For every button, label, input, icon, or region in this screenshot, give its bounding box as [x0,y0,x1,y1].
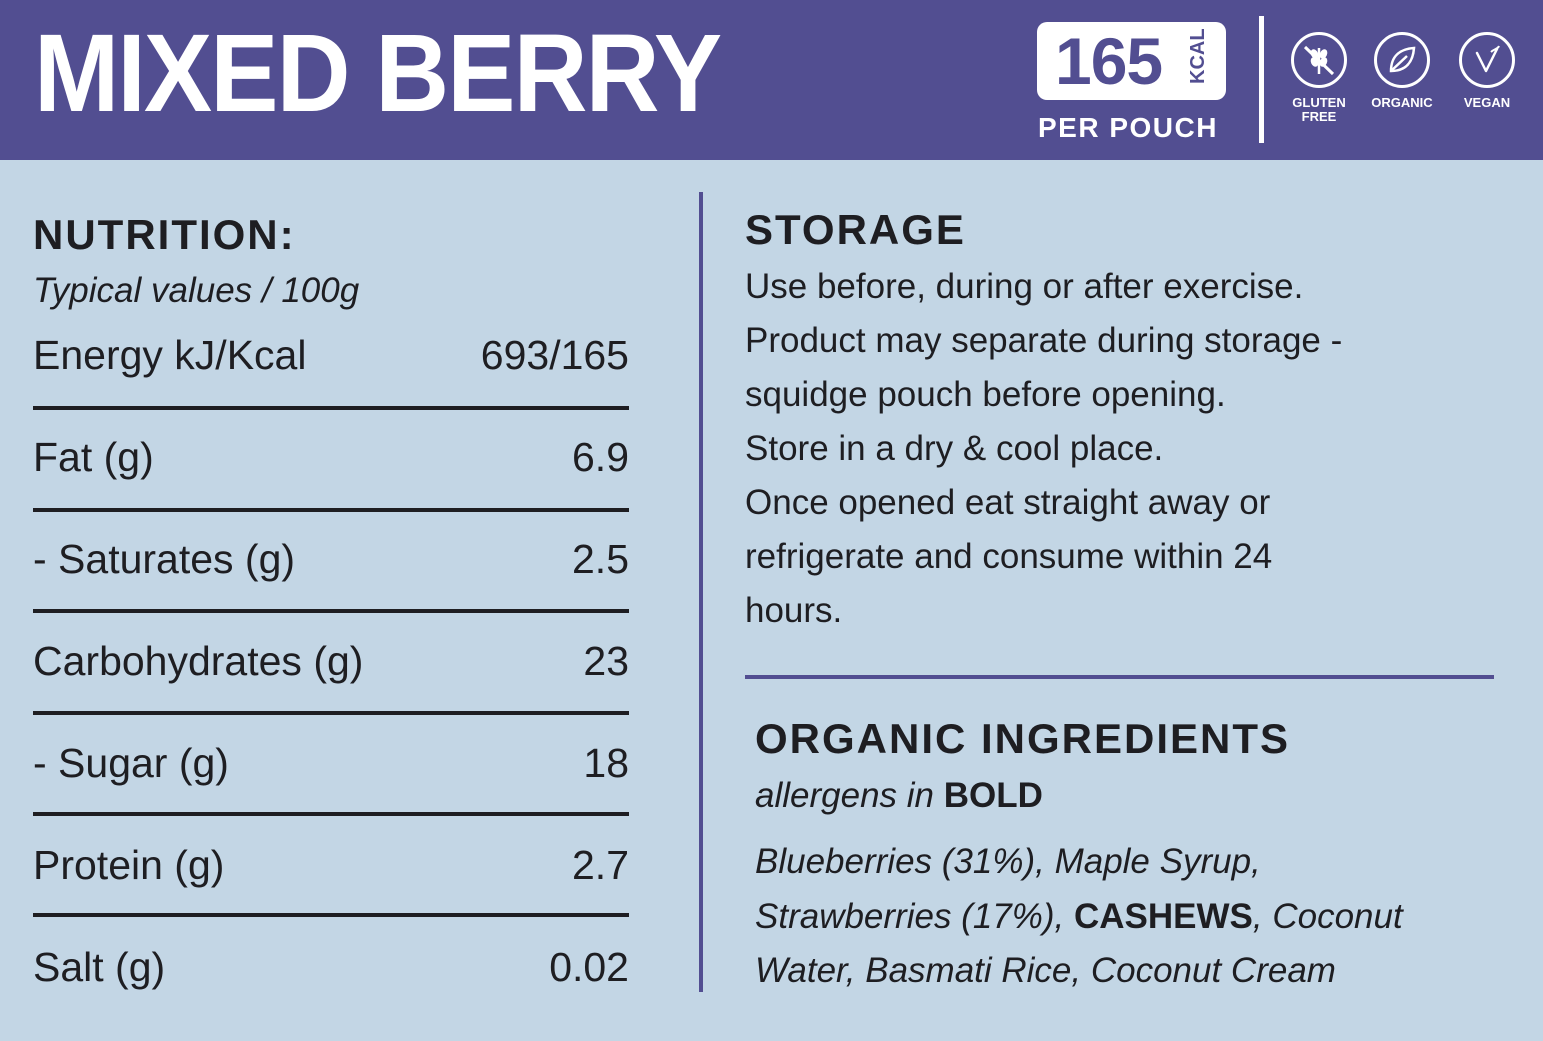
ingredients-text: , Coconut [1252,897,1403,936]
vegan-label: VEGAN [1463,95,1511,110]
calorie-unit: KCAL [1187,28,1209,84]
nutrition-value: 2.5 [572,536,629,582]
ingredients-text: Strawberries (17%), [755,897,1074,936]
organic-label: ORGANIC [1371,95,1433,110]
nutrition-divider [33,508,629,512]
nutrition-label: - Saturates (g) [33,536,296,582]
nutrition-label: - Sugar (g) [33,740,229,786]
ingredients-line: Strawberries (17%), CASHEWS, Coconut [755,896,1403,938]
storage-line: hours. [745,591,843,630]
nutrition-heading: NUTRITION: [33,211,296,258]
header-bar: MIXED BERRY 165 KCAL PER POUCH GLUTEN FR… [0,0,1543,160]
allergens-note-bold: BOLD [943,776,1043,815]
calorie-badge: 165 KCAL [1037,22,1226,100]
nutrition-row-carbohydrates: Carbohydrates (g) 23 [33,636,629,686]
nutrition-row-protein: Protein (g) 2.7 [33,840,629,890]
nutrition-value: 2.7 [572,842,629,888]
nutrition-subheading: Typical values / 100g [33,271,360,310]
storage-line: Store in a dry & cool place. [745,429,1164,468]
product-title: MIXED BERRY [34,12,722,135]
nutrition-label: Carbohydrates (g) [33,638,364,684]
vegan-badge: VEGAN [1442,32,1532,110]
nutrition-row-fat: Fat (g) 6.9 [33,432,629,482]
gluten-free-badge: GLUTEN FREE [1274,32,1364,124]
nutrition-row-sugar: - Sugar (g) 18 [33,738,629,788]
storage-line: Use before, during or after exercise. [745,267,1304,306]
nutrition-label: Protein (g) [33,842,225,888]
nutrition-value: 23 [583,638,629,684]
nutrition-label: Salt (g) [33,944,166,990]
nutrition-divider [33,913,629,917]
nutrition-row-saturates: - Saturates (g) 2.5 [33,534,629,584]
nutrition-divider [33,406,629,410]
allergens-note: allergens in BOLD [755,775,1043,817]
nutrition-value: 6.9 [572,434,629,480]
organic-badge: ORGANIC [1357,32,1447,110]
nutrition-row-salt: Salt (g) 0.02 [33,942,629,992]
allergens-note-text: allergens in [755,776,944,815]
storage-heading: STORAGE [745,206,966,253]
vegan-icon [1459,32,1515,88]
storage-line: Product may separate during storage - [745,321,1343,360]
nutrition-divider [33,711,629,715]
storage-line: squidge pouch before opening. [745,375,1226,414]
panel-divider [699,192,703,992]
calorie-value: 165 [1055,24,1163,98]
nutrition-divider [33,812,629,816]
gluten-free-label: GLUTEN FREE [1292,95,1346,124]
ingredients-heading: ORGANIC INGREDIENTS [755,715,1291,762]
section-divider [745,675,1494,679]
nutrition-divider [33,609,629,613]
ingredients-line: Water, Basmati Rice, Coconut Cream [755,951,1336,990]
gluten-free-icon [1291,32,1347,88]
nutrition-value: 0.02 [549,944,629,990]
per-pouch-label: PER POUCH [1038,112,1218,143]
storage-line: Once opened eat straight away or [745,483,1271,522]
nutrition-label: Fat (g) [33,434,154,480]
nutrition-value: 693/165 [480,332,629,378]
nutrition-row-energy: Energy kJ/Kcal 693/165 [33,330,629,380]
header-divider [1259,16,1264,143]
nutrition-value: 18 [583,740,629,786]
storage-line: refrigerate and consume within 24 [745,537,1273,576]
ingredients-line: Blueberries (31%), Maple Syrup, [755,842,1261,881]
nutrition-label: Energy kJ/Kcal [33,332,307,378]
allergen-cashews: CASHEWS [1073,897,1253,936]
organic-leaf-icon [1374,32,1430,88]
